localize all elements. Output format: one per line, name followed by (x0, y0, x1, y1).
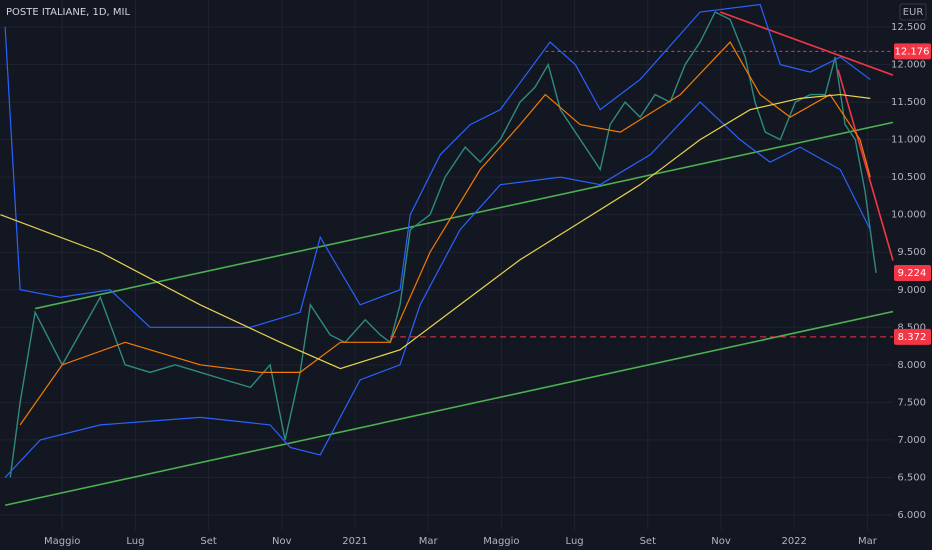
x-tick-label: Maggio (483, 536, 519, 547)
trend-line (4, 310, 894, 507)
y-tick-label: 11.500 (891, 97, 926, 108)
x-tick-label: Nov (711, 536, 731, 547)
trend-line (837, 69, 894, 261)
y-tick-label: 8.000 (897, 360, 926, 371)
level-label-box (894, 328, 931, 345)
series-line (4, 101, 871, 478)
last-price-label: 9.224 (898, 268, 927, 279)
x-tick-label: Nov (272, 536, 292, 547)
last-price-label-box (894, 264, 931, 281)
y-tick-label: 12.000 (891, 60, 926, 71)
axes: 6.000 6.500 7.000 7.500 8.000 8.500 9.000 9.500… (44, 22, 931, 547)
x-tick-label: Lug (566, 536, 584, 547)
x-tick-label: Lug (126, 536, 144, 547)
y-tick-label: 6.500 (897, 472, 926, 483)
trend-line (34, 121, 894, 310)
y-tick-label: 6.000 (897, 510, 926, 521)
level-label: 12.176 (895, 46, 930, 57)
y-tick-label: 11.000 (891, 135, 926, 146)
y-tick-label: 8.500 (897, 322, 926, 333)
level-label: 8.372 (898, 332, 927, 343)
x-tick-label: Mar (858, 536, 878, 547)
y-tick-label: 10.500 (891, 172, 926, 183)
currency-box (899, 3, 927, 21)
y-tick-label: 9.500 (897, 247, 926, 258)
x-tick-label: 2022 (781, 536, 806, 547)
series-line (19, 41, 871, 426)
trend-line (719, 11, 894, 76)
series-line (4, 3, 871, 328)
x-tick-label: 2021 (342, 536, 367, 547)
grid (0, 0, 893, 530)
x-tick-label: Set (640, 536, 657, 547)
y-tick-label: 7.500 (897, 397, 926, 408)
x-tick-label: Maggio (44, 536, 80, 547)
chart-title: POSTE ITALIANE, 1D, MIL (6, 7, 130, 18)
plot-area (0, 3, 894, 507)
x-tick-label: Mar (419, 536, 439, 547)
level-label-box (894, 43, 931, 60)
y-tick-label: 7.000 (897, 435, 926, 446)
series-line (0, 93, 871, 370)
series-line (9, 11, 877, 478)
currency: EUR (903, 7, 924, 18)
y-tick-label: 9.000 (897, 285, 926, 296)
x-tick-label: Set (200, 536, 217, 547)
y-tick-label: 10.000 (891, 210, 926, 221)
y-tick-label: 12.500 (891, 22, 926, 33)
